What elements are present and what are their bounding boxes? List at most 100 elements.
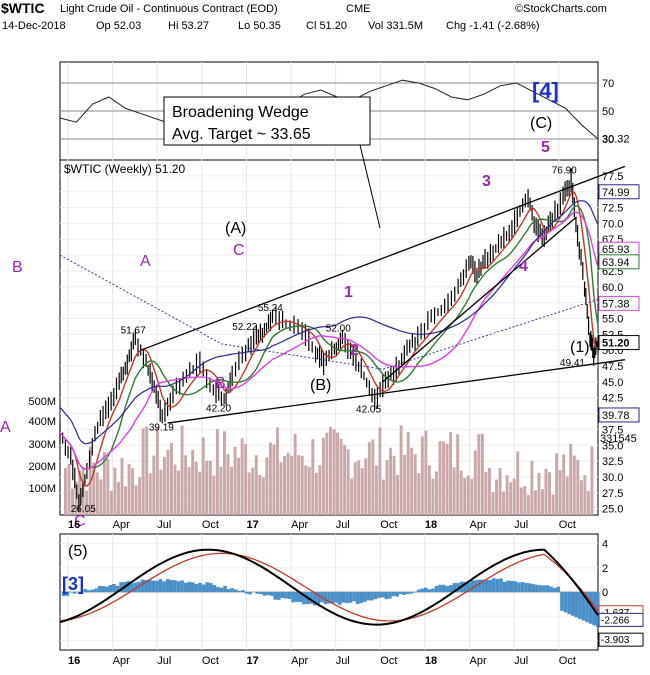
volume-tick-label: 500M [28, 396, 56, 408]
macd-histogram-bar [449, 585, 453, 592]
volume-bar [548, 472, 551, 515]
price-x-label: Jul [514, 519, 528, 531]
macd-histogram-bar [471, 580, 475, 592]
volume-bar [410, 448, 413, 515]
macd-histogram-bar [478, 580, 482, 592]
volume-bar [170, 443, 173, 515]
volume-bar [449, 432, 452, 515]
volume-bar [357, 460, 360, 515]
macd-histogram-bar [428, 589, 432, 592]
price-x-label: Apr [291, 519, 308, 531]
volume-bar [364, 458, 367, 515]
side-label: 63.94 [602, 257, 630, 269]
volume-bar [467, 476, 470, 515]
volume-bar [537, 473, 540, 515]
macd-histogram-bar [413, 592, 417, 593]
volume-bar [340, 439, 343, 515]
macd-histogram-bar [162, 581, 166, 592]
volume-bar [350, 479, 353, 515]
price-tick-label: 25.0 [602, 504, 623, 516]
wave-label: B [12, 259, 23, 276]
volume-bar [502, 491, 505, 515]
macd-x-label: 16 [68, 655, 80, 667]
volume-bar [142, 428, 145, 515]
macd-histogram-bar [496, 579, 500, 592]
volume-bar [428, 465, 431, 515]
wave-label: (A) [225, 220, 246, 237]
macd-histogram-bar [557, 587, 561, 592]
volume-bar [442, 442, 445, 515]
wave-label: (1) [570, 339, 590, 356]
volume-bar [559, 470, 562, 515]
price-label: 51.67 [121, 326, 146, 337]
macd-histogram-bar [499, 578, 503, 592]
price-x-label: Oct [559, 519, 576, 531]
macd-histogram-bar [514, 581, 518, 592]
volume-bar [174, 465, 177, 515]
volume-bar [131, 468, 134, 515]
macd-histogram-bar [385, 592, 389, 599]
macd-histogram-bar [363, 592, 367, 602]
volume-bar [375, 465, 378, 515]
macd-histogram-bar [420, 589, 424, 592]
macd-histogram-bar [424, 588, 428, 592]
volume-bar [272, 444, 275, 515]
macd-x-label: 18 [425, 655, 437, 667]
macd-tick-label: 0 [602, 587, 608, 599]
macd-tick-label: 4 [602, 539, 608, 551]
price-label: 52.00 [326, 324, 351, 335]
macd-x-label: Apr [113, 655, 130, 667]
price-label: 39.19 [149, 423, 174, 434]
volume-bar [177, 471, 180, 515]
macd-histogram-bar [223, 586, 227, 592]
price-tick-label: 45.0 [602, 377, 623, 389]
macd-histogram-bar [377, 592, 381, 598]
macd-histogram-bar [234, 589, 238, 592]
volume-bar [396, 475, 399, 515]
volume-bar [576, 460, 579, 515]
macd-histogram-bar [281, 592, 285, 598]
price-label: 76.90 [552, 166, 577, 177]
macd-x-label: Apr [470, 655, 487, 667]
volume-bar [446, 444, 449, 515]
price-tick-label: 42.5 [602, 393, 623, 405]
volume-bar [414, 454, 417, 515]
volume-bar [322, 438, 325, 515]
macd-histogram-bar [266, 592, 270, 595]
macd-histogram-bar [567, 592, 571, 614]
volume-bar [470, 479, 473, 515]
volume-bar [135, 485, 138, 515]
volume-bar [530, 461, 533, 515]
macd-histogram-bar [84, 589, 88, 592]
macd-histogram-bar [521, 582, 525, 592]
price-tick-label: 55.0 [602, 313, 623, 325]
macd-histogram-bar [546, 585, 550, 592]
volume-bar [308, 467, 311, 515]
volume-bar [149, 473, 152, 515]
volume-bar [110, 491, 113, 515]
volume-tick-label: 100M [28, 483, 56, 495]
macd-histogram-bar [173, 580, 177, 592]
macd-wave-label: [3] [62, 574, 84, 594]
volume-bar [368, 442, 371, 515]
top-tick-label: 50 [602, 106, 614, 118]
price-tick-label: 70.0 [602, 218, 623, 230]
volume-bar [329, 427, 332, 515]
side-label: 39.78 [602, 410, 630, 422]
macd-histogram-bar [359, 592, 363, 603]
macd-histogram-bar [542, 585, 546, 592]
top-last-value: 30.32 [602, 134, 630, 146]
macd-histogram-bar [101, 586, 105, 592]
volume-bar [474, 450, 477, 515]
volume-bar [516, 452, 519, 515]
volume-bar [156, 427, 159, 515]
macd-histogram-bar [406, 592, 410, 594]
wave-label: [4] [532, 78, 559, 103]
macd-side-label: -3.903 [601, 635, 630, 646]
volume-bar [431, 479, 434, 515]
volume-bar [318, 465, 321, 515]
volume-bar [382, 480, 385, 515]
price-x-label: Apr [470, 519, 487, 531]
volume-bar [227, 454, 230, 515]
macd-histogram-bar [191, 582, 195, 592]
